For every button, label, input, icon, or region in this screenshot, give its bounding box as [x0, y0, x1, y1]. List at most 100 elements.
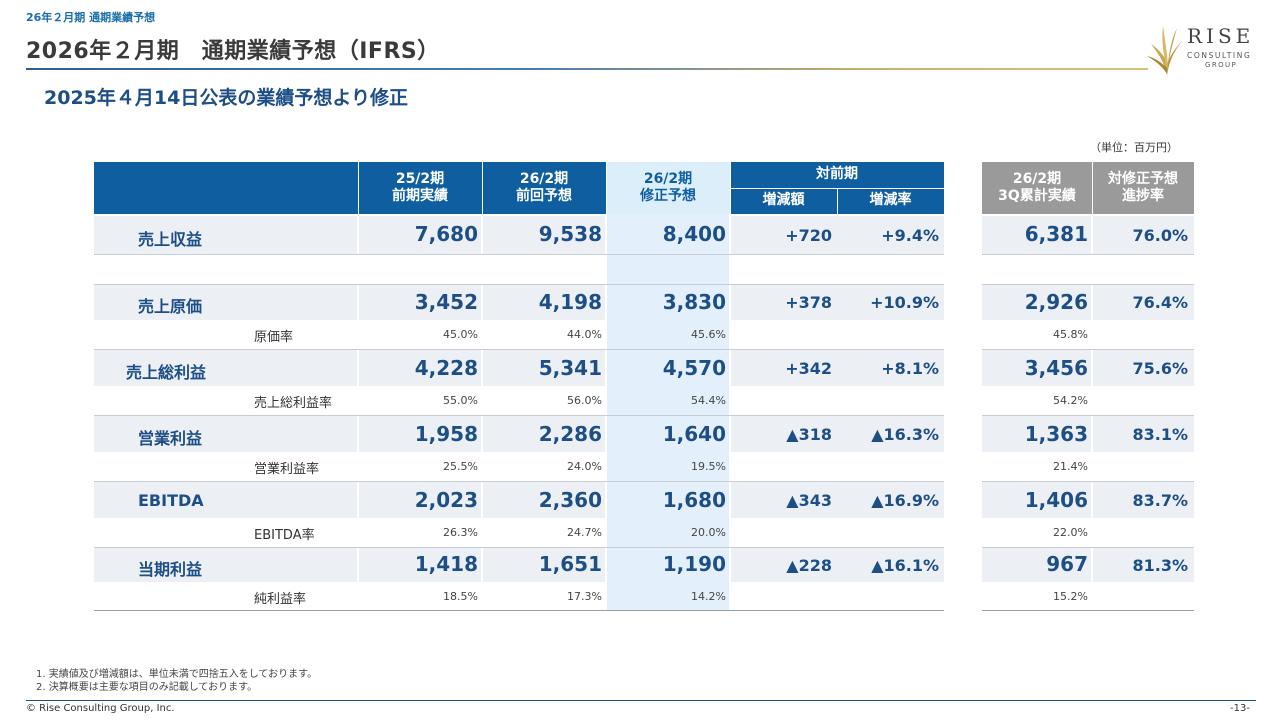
cell-ebitda-progress: 83.7% [1132, 491, 1188, 510]
page-subtitle: 2025年４月14日公表の業績予想より修正 [44, 87, 408, 109]
ratio-net-prev-actual: 18.5% [443, 590, 478, 603]
cell-ebitda-prev-actual: 2,023 [414, 488, 478, 512]
cell-net-prev-forecast: 1,651 [538, 552, 602, 576]
row-label-gross-profit: 売上総利益 [126, 363, 207, 382]
row-band [94, 216, 358, 254]
cell-gross-yoy-rate: +8.1% [881, 359, 939, 378]
cell-cogs-progress: 76.4% [1132, 293, 1188, 312]
ratio-cost-revised: 45.6% [691, 328, 726, 341]
cell-op-yoy-amount: ▲318 [786, 425, 832, 444]
row-label-revenue: 売上収益 [138, 230, 203, 249]
cell-net-progress: 81.3% [1132, 556, 1188, 575]
cell-ebitda-3q: 1,406 [1024, 488, 1088, 512]
ratio-net-3q: 15.2% [1053, 590, 1088, 603]
row-band [94, 482, 358, 518]
cell-revenue-yoy-rate: +9.4% [881, 226, 939, 245]
header-progress-l1: 対修正予想 [1108, 170, 1178, 187]
cell-cogs-yoy-amount: +378 [785, 293, 832, 312]
copyright: © Rise Consulting Group, Inc. [26, 703, 175, 714]
cell-op-prev-forecast: 2,286 [538, 422, 602, 446]
cell-revenue-progress: 76.0% [1132, 226, 1188, 245]
header-progress: 対修正予想 進捗率 [1092, 162, 1194, 214]
page-title: 2026年２月期 通期業績予想（IFRS） [26, 39, 440, 64]
header-prev-forecast-l2: 前回予想 [516, 188, 572, 204]
ratio-gross-prev-forecast: 56.0% [567, 394, 602, 407]
ratio-label-net-margin: 純利益率 [254, 592, 307, 607]
cell-ebitda-yoy-amount: ▲343 [786, 491, 832, 510]
cell-op-revised: 1,640 [662, 422, 726, 446]
ratio-label-gross-margin: 売上総利益率 [254, 396, 333, 411]
cell-gross-progress: 75.6% [1132, 359, 1188, 378]
header-prev-actual-l1: 25/2期 [395, 170, 445, 187]
ratio-net-revised: 14.2% [691, 590, 726, 603]
row-band [94, 416, 358, 452]
ratio-gross-3q: 54.2% [1053, 394, 1088, 407]
logo-line3: GROUP [1205, 61, 1238, 69]
ratio-op-3q: 21.4% [1053, 460, 1088, 473]
cell-gross-revised: 4,570 [662, 356, 726, 380]
cell-cogs-prev-actual: 3,452 [414, 290, 478, 314]
row-label-ebitda: EBITDA [138, 491, 204, 510]
cell-ebitda-prev-forecast: 2,360 [538, 488, 602, 512]
cell-op-progress: 83.1% [1132, 425, 1188, 444]
header-3q-actual-l1: 26/2期 [1012, 170, 1062, 187]
cell-ebitda-revised: 1,680 [662, 488, 726, 512]
footnotes: 1. 実績値及び増減額は、単位未満で四捨五入をしております。 2. 決算概要は主… [36, 668, 317, 694]
title-rule [26, 68, 1148, 70]
header-prev-actual: 25/2期 前期実績 [358, 162, 482, 214]
section-label: 26年２月期 通期業績予想 [26, 11, 156, 24]
cell-revenue-prev-forecast: 9,538 [538, 222, 602, 246]
header-revised-forecast-l1: 26/2期 [643, 170, 693, 187]
cell-cogs-revised: 3,830 [662, 290, 726, 314]
company-logo: RISE CONSULTING GROUP [1147, 20, 1265, 78]
ratio-gross-revised: 54.4% [691, 394, 726, 407]
ratio-cost-prev-forecast: 44.0% [567, 328, 602, 341]
ratio-op-prev-forecast: 24.0% [567, 460, 602, 473]
ratio-op-revised: 19.5% [691, 460, 726, 473]
logo-mark-icon [1147, 26, 1183, 76]
cell-op-prev-actual: 1,958 [414, 422, 478, 446]
logo-wordmark: RISE [1187, 24, 1255, 48]
ratio-cost-prev-actual: 45.0% [443, 328, 478, 341]
logo-line2: CONSULTING [1187, 51, 1252, 60]
cell-gross-prev-forecast: 5,341 [538, 356, 602, 380]
cell-gross-prev-actual: 4,228 [414, 356, 478, 380]
cell-ebitda-yoy-rate: ▲16.9% [871, 491, 939, 510]
ratio-label-ebitda-margin: EBITDA率 [254, 528, 315, 543]
ratio-op-prev-actual: 25.5% [443, 460, 478, 473]
unit-label: （単位：百万円） [1090, 141, 1178, 154]
ratio-ebitda-prev-forecast: 24.7% [567, 526, 602, 539]
cell-revenue-yoy-amount: +720 [785, 226, 832, 245]
ratio-ebitda-prev-actual: 26.3% [443, 526, 478, 539]
footnote-2: 2. 決算概要は主要な項目のみ記載しております。 [36, 682, 258, 693]
header-3q-actual-l2: 3Q累計実績 [998, 188, 1076, 204]
header-yoy: 対前期 [730, 162, 944, 188]
ratio-ebitda-3q: 22.0% [1053, 526, 1088, 539]
row-band [94, 284, 358, 320]
cell-net-prev-actual: 1,418 [414, 552, 478, 576]
cell-gross-3q: 3,456 [1024, 356, 1088, 380]
header-revised-forecast: 26/2期 修正予想 [606, 162, 730, 214]
footer-rule [26, 700, 1256, 701]
header-prev-forecast-l1: 26/2期 [519, 170, 569, 187]
header-prev-actual-l2: 前期実績 [392, 188, 448, 204]
footnote-1: 1. 実績値及び増減額は、単位未満で四捨五入をしております。 [36, 669, 318, 680]
cell-cogs-3q: 2,926 [1024, 290, 1088, 314]
cell-net-3q: 967 [1046, 552, 1088, 576]
ratio-label-op-margin: 営業利益率 [254, 462, 320, 477]
row-label-cogs: 売上原価 [138, 297, 203, 316]
header-progress-l2: 進捗率 [1122, 188, 1164, 204]
row-label-operating-profit: 営業利益 [138, 429, 203, 448]
cell-net-yoy-rate: ▲16.1% [871, 556, 939, 575]
cell-revenue-3q: 6,381 [1024, 222, 1088, 246]
header-yoy-amount: 増減額 [730, 188, 837, 214]
cell-net-revised: 1,190 [662, 552, 726, 576]
ratio-net-prev-forecast: 17.3% [567, 590, 602, 603]
cell-op-yoy-rate: ▲16.3% [871, 425, 939, 444]
row-label-net-income: 当期利益 [138, 560, 203, 579]
cell-revenue-revised: 8,400 [662, 222, 726, 246]
ratio-cost-3q: 45.8% [1053, 328, 1088, 341]
cell-revenue-prev-actual: 7,680 [414, 222, 478, 246]
header-corner [94, 162, 358, 214]
ratio-gross-prev-actual: 55.0% [443, 394, 478, 407]
